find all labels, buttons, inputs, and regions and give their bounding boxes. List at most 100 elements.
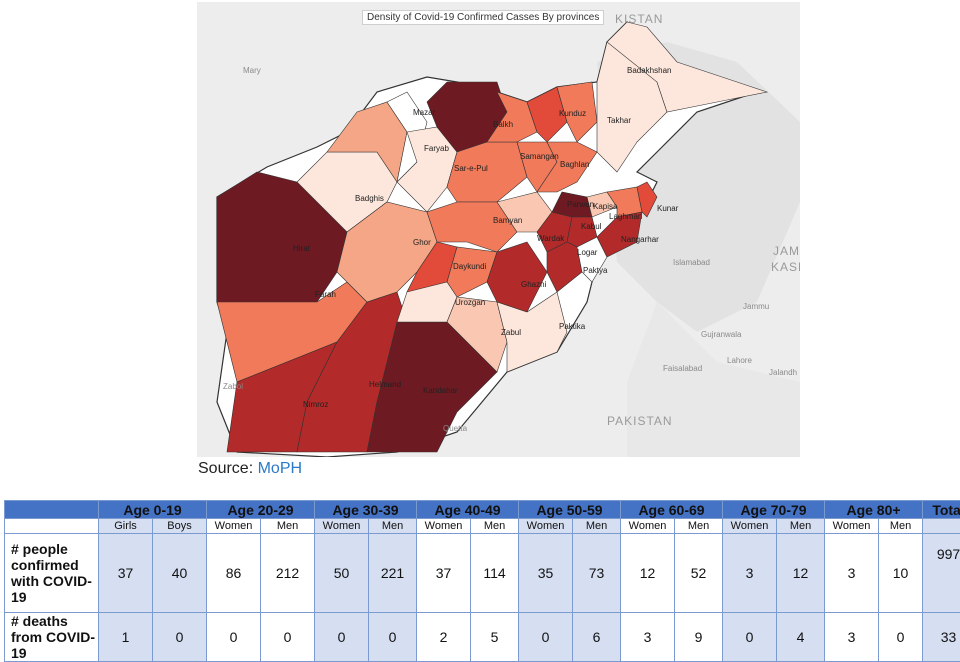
table-cell: 3 — [620, 612, 676, 662]
label-zabul: Zabul — [501, 328, 522, 337]
source-caption: Source: MoPH — [198, 460, 302, 478]
gender-header: Women — [416, 518, 472, 534]
corner-cell — [4, 500, 99, 519]
corner-cell — [4, 518, 99, 534]
label-hirat: Hirat — [293, 244, 310, 253]
age-group-header: Age 80+ — [824, 500, 924, 519]
province-paktika — [496, 291, 568, 373]
gender-header: Women — [314, 518, 370, 534]
table-cell: 1 — [98, 612, 153, 662]
gender-header: Men — [878, 518, 924, 534]
gender-header: Men — [674, 518, 724, 534]
gender-header: Men — [572, 518, 622, 534]
label-urozgan: Urozgan — [455, 298, 486, 307]
label-kandahar: Kandahar — [423, 386, 458, 395]
table-cell: 37 — [98, 533, 153, 613]
age-group-header: Age 70-79 — [722, 500, 826, 519]
label-daykundi: Daykundi — [453, 262, 487, 271]
label-jami: JAMI — [773, 244, 800, 258]
label-helmand: Helmand — [369, 380, 402, 389]
map-title: Density of Covid-19 Confirmed Casses By … — [362, 10, 605, 25]
gender-header: Women — [824, 518, 880, 534]
total-subheader — [922, 518, 960, 534]
total-header: Total — [922, 500, 960, 519]
age-group-header: Age 60-69 — [620, 500, 724, 519]
label-jalandh: Jalandh — [769, 368, 798, 377]
row-label: # deaths from COVID-19 — [4, 612, 99, 662]
total-cell: 997 — [922, 533, 960, 613]
label-paktya: Paktya — [583, 266, 608, 275]
table-cell: 114 — [470, 533, 520, 613]
table-cell: 5 — [470, 612, 520, 662]
province-baghlan — [536, 141, 598, 193]
total-cell: 33 — [922, 612, 960, 662]
age-group-header: Age 40-49 — [416, 500, 520, 519]
table-row-confirmed: # people confirmed with COVID-19 37 40 8… — [4, 533, 960, 613]
label-kash: KASH — [771, 260, 800, 274]
table-cell: 10 — [878, 533, 924, 613]
label-laghman: Laghman — [609, 212, 643, 221]
table-cell: 3 — [824, 612, 880, 662]
label-kapisa: Kapisa — [593, 202, 618, 211]
table-cell: 9 — [674, 612, 724, 662]
label-nangarhar: Nangarhar — [621, 235, 659, 244]
label-kabul: Kabul — [581, 222, 602, 231]
table-cell: 12 — [776, 533, 826, 613]
table-cell: 0 — [206, 612, 262, 662]
label-mary: Mary — [243, 66, 261, 75]
age-group-header: Age 0-19 — [97, 500, 208, 519]
table-cell: 6 — [572, 612, 622, 662]
gender-header: Men — [368, 518, 418, 534]
label-paktika: Paktika — [559, 322, 586, 331]
label-faryab: Faryab — [424, 144, 449, 153]
province-nangarhar — [596, 211, 643, 258]
table-cell: 212 — [260, 533, 316, 613]
table-cell: 0 — [878, 612, 924, 662]
choropleth-map: Density of Covid-19 Confirmed Casses By … — [197, 2, 800, 457]
table-cell: 0 — [151, 612, 208, 662]
label-bamyan: Bamyan — [493, 216, 523, 225]
province-kunduz-north — [526, 86, 568, 143]
age-group-header: Age 30-39 — [314, 500, 418, 519]
age-group-header: Age 50-59 — [518, 500, 622, 519]
label-farah: Farah — [315, 290, 336, 299]
age-group-header: Age 20-29 — [206, 500, 316, 519]
gender-header: Men — [260, 518, 316, 534]
source-prefix: Source: — [198, 460, 258, 477]
table-cell: 0 — [518, 612, 574, 662]
gender-header-row: Girls Boys Women Men Women Men Women Men… — [4, 518, 960, 534]
gender-header: Women — [722, 518, 778, 534]
label-balkh: Balkh — [493, 120, 514, 129]
label-sar-e-pul: Sar-e-Pul — [454, 164, 488, 173]
table-cell: 73 — [572, 533, 622, 613]
source-link[interactable]: MoPH — [257, 460, 303, 477]
label-islamabad: Islamabad — [673, 258, 710, 267]
label-badakhshan: Badakhshan — [627, 66, 672, 75]
label-wardak: Wardak — [537, 234, 565, 243]
map-canvas — [197, 2, 800, 457]
table-cell: 3 — [722, 533, 778, 613]
label-logar: Logar — [577, 248, 598, 257]
terrain-shade — [627, 302, 800, 457]
label-zabol: Zabol — [223, 382, 244, 391]
table-cell: 0 — [722, 612, 778, 662]
gender-header: Women — [206, 518, 262, 534]
label-baghlan: Baghlan — [560, 160, 590, 169]
label-nimroz: Nimroz — [303, 400, 329, 409]
table-cell: 0 — [260, 612, 316, 662]
row-label: # people confirmed with COVID-19 — [4, 533, 99, 613]
label-lahore: Lahore — [727, 356, 752, 365]
table-cell: 35 — [518, 533, 574, 613]
label-jammu: Jammu — [743, 302, 770, 311]
label-gujranwala: Gujranwala — [701, 330, 742, 339]
gender-header: Boys — [151, 518, 208, 534]
label-mazar: Mazar — [413, 108, 436, 117]
province-paktya — [576, 236, 608, 283]
table-cell: 221 — [368, 533, 418, 613]
label-badghis: Badghis — [355, 194, 384, 203]
label-samangan: Samangan — [520, 152, 559, 161]
label-faisalabad: Faisalabad — [663, 364, 703, 373]
gender-header: Women — [620, 518, 676, 534]
table-row-deaths: # deaths from COVID-19 1 0 0 0 0 0 2 5 0… — [4, 612, 960, 662]
label-kistan: KISTAN — [615, 12, 664, 26]
